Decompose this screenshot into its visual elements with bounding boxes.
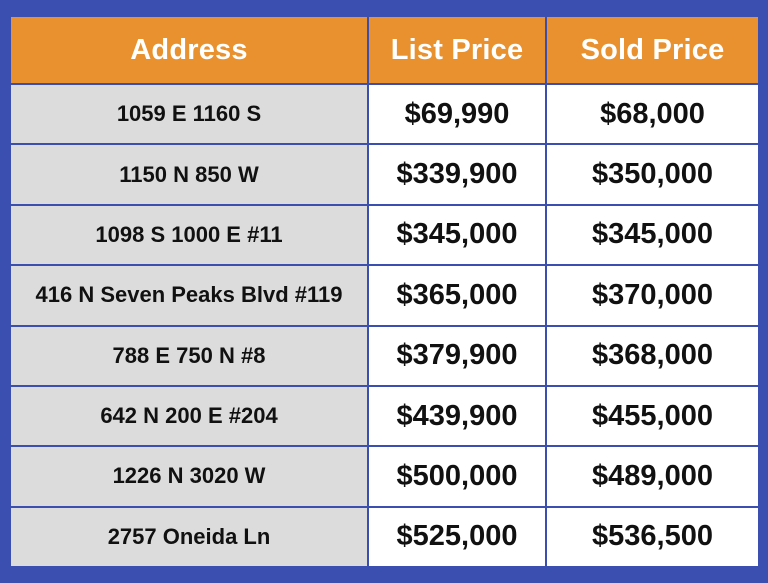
sold-price-cell: $370,000: [545, 264, 760, 327]
table-header-row: Address List Price Sold Price: [9, 15, 760, 85]
sold-price-cell: $350,000: [545, 143, 760, 206]
table-row: 2757 Oneida Ln $525,000 $536,500: [9, 505, 760, 569]
list-price-cell: $379,900: [367, 324, 547, 387]
address-cell: 1059 E 1160 S: [9, 82, 369, 146]
address-cell: 642 N 200 E #204: [9, 384, 369, 448]
sold-price-cell: $455,000: [545, 384, 760, 448]
list-price-cell: $345,000: [367, 203, 547, 267]
list-price-cell: $339,900: [367, 143, 547, 206]
table-row: 1150 N 850 W $339,900 $350,000: [9, 143, 760, 206]
sales-table-frame: Address List Price Sold Price 1059 E 116…: [9, 15, 760, 569]
table-row: 788 E 750 N #8 $379,900 $368,000: [9, 324, 760, 387]
address-cell: 1098 S 1000 E #11: [9, 203, 369, 267]
list-price-cell: $500,000: [367, 445, 547, 508]
table-row: 1226 N 3020 W $500,000 $489,000: [9, 445, 760, 508]
sold-price-cell: $489,000: [545, 445, 760, 508]
header-sold-price: Sold Price: [545, 15, 760, 85]
address-cell: 788 E 750 N #8: [9, 324, 369, 387]
sold-price-cell: $368,000: [545, 324, 760, 387]
address-cell: 1226 N 3020 W: [9, 445, 369, 508]
list-price-cell: $365,000: [367, 264, 547, 327]
list-price-cell: $439,900: [367, 384, 547, 448]
address-cell: 1150 N 850 W: [9, 143, 369, 206]
list-price-cell: $525,000: [367, 505, 547, 569]
sold-price-cell: $68,000: [545, 82, 760, 146]
table-row: 642 N 200 E #204 $439,900 $455,000: [9, 384, 760, 448]
sales-table: Address List Price Sold Price 1059 E 116…: [9, 15, 760, 569]
address-cell: 416 N Seven Peaks Blvd #119: [9, 264, 369, 327]
header-list-price: List Price: [367, 15, 547, 85]
table-row: 416 N Seven Peaks Blvd #119 $365,000 $37…: [9, 264, 760, 327]
sold-price-cell: $536,500: [545, 505, 760, 569]
sold-price-cell: $345,000: [545, 203, 760, 267]
table-row: 1059 E 1160 S $69,990 $68,000: [9, 82, 760, 146]
header-address: Address: [9, 15, 369, 85]
list-price-cell: $69,990: [367, 82, 547, 146]
table-row: 1098 S 1000 E #11 $345,000 $345,000: [9, 203, 760, 267]
address-cell: 2757 Oneida Ln: [9, 505, 369, 569]
